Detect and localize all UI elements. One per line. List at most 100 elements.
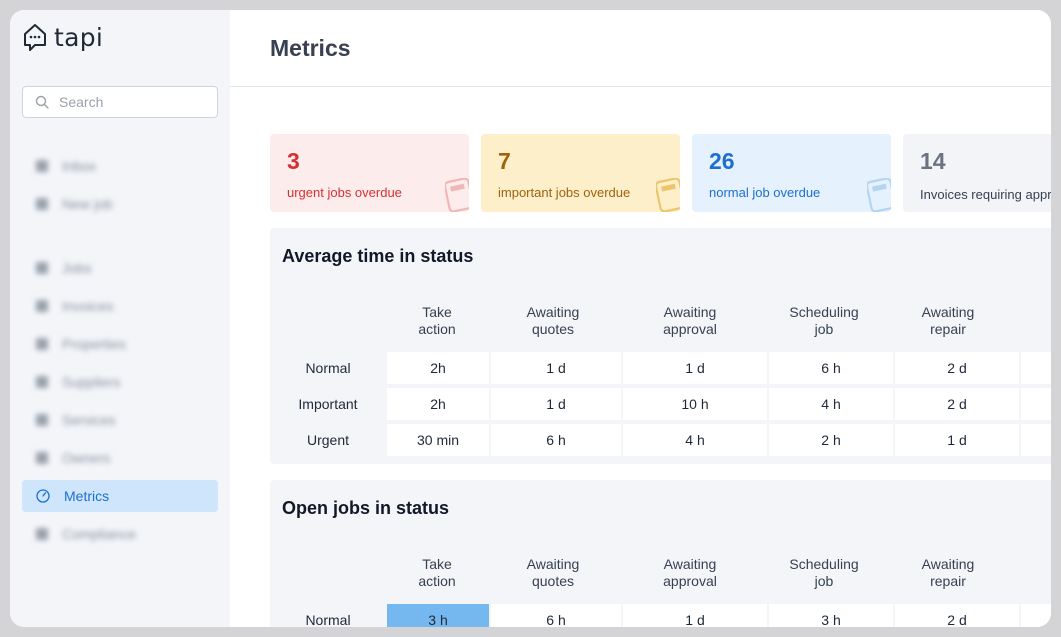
sidebar-item-label: Services	[62, 412, 116, 428]
sidebar-item-label: New job	[62, 196, 113, 212]
table-cell	[1021, 352, 1051, 384]
column-header: C	[1010, 300, 1051, 350]
column-header: Take action	[418, 304, 456, 337]
table-row: Normal 3 h 6 h 1 d 3 h 2 d	[270, 602, 1051, 627]
table-cell-highlighted: 3 h	[387, 604, 489, 627]
table-cell: 1 d	[491, 352, 621, 384]
card-urgent-overdue[interactable]: 3 urgent jobs overdue	[270, 134, 469, 212]
table-cell: 2h	[387, 388, 489, 420]
table-row: Important 2h 1 d 10 h 4 h 2 d	[270, 386, 1051, 422]
search-input[interactable]	[59, 94, 209, 110]
logo-house-icon	[24, 24, 46, 51]
row-label: Normal	[305, 359, 351, 376]
card-label: important jobs overdue	[498, 185, 631, 200]
calculator-icon	[867, 178, 891, 212]
sidebar-item-compliance[interactable]: Compliance	[22, 518, 218, 550]
building-icon	[36, 338, 48, 350]
column-header-blank	[270, 300, 386, 350]
search-box[interactable]	[22, 86, 218, 118]
summary-cards: 3 urgent jobs overdue 7 important jobs o…	[270, 134, 1051, 212]
table-header: Take action Awaiting quotes Awaiting app…	[270, 552, 1051, 602]
sidebar-item-services[interactable]: Services	[22, 404, 218, 436]
card-label: normal job overdue	[709, 185, 821, 200]
row-label: Important	[298, 395, 358, 412]
sidebar-item-metrics[interactable]: Metrics	[22, 480, 218, 512]
row-label: Urgent	[306, 431, 350, 448]
person-icon	[36, 376, 48, 388]
table-cell: 1 d	[623, 352, 767, 384]
table-row: Normal 2h 1 d 1 d 6 h 2 d	[270, 350, 1051, 386]
table-cell: 4 h	[623, 424, 767, 456]
table-cell: 2 d	[895, 388, 1019, 420]
table-cell	[1021, 388, 1051, 420]
sidebar-item-invoices[interactable]: Invoices	[22, 290, 218, 322]
plus-icon	[36, 198, 48, 210]
sidebar-item-label: Owners	[62, 450, 111, 466]
card-count: 7	[498, 148, 511, 174]
sidebar-item-new-job[interactable]: New job	[22, 188, 218, 220]
column-header: Awaiting quotes	[526, 304, 580, 337]
table-cell: 1 d	[623, 604, 767, 627]
table-cell: 4 h	[769, 388, 893, 420]
inbox-icon	[36, 160, 48, 172]
panel-title: Average time in status	[282, 246, 474, 266]
column-header: Awaiting approval	[663, 556, 717, 589]
column-header: C	[1010, 552, 1051, 602]
column-header: Scheduling job	[789, 556, 859, 589]
open-jobs-table: Take action Awaiting quotes Awaiting app…	[270, 552, 1051, 627]
table-cell: 6 h	[769, 352, 893, 384]
table-cell: 10 h	[623, 388, 767, 420]
card-important-overdue[interactable]: 7 important jobs overdue	[481, 134, 680, 212]
column-header-blank	[270, 552, 386, 602]
column-header: Scheduling job	[789, 304, 859, 337]
card-count: 3	[287, 148, 300, 174]
logo[interactable]: tapi	[22, 22, 103, 52]
sidebar-item-label: Metrics	[64, 488, 110, 504]
gauge-icon	[36, 489, 50, 503]
table-cell: 30 min	[387, 424, 489, 456]
services-icon	[36, 414, 48, 426]
column-header: Awaiting repair	[921, 304, 975, 337]
table-cell: 2h	[387, 352, 489, 384]
card-invoices-approval[interactable]: 14 Invoices requiring approval	[903, 134, 1051, 212]
panel-title: Open jobs in status	[282, 498, 450, 518]
sidebar-item-inbox[interactable]: Inbox	[22, 150, 218, 182]
sidebar-item-label: Jobs	[62, 260, 92, 276]
table-cell: 6 h	[491, 424, 621, 456]
table-cell: 1 d	[491, 388, 621, 420]
sidebar-item-label: Suppliers	[62, 374, 121, 390]
card-label: Invoices requiring approval	[920, 187, 1051, 202]
sidebar-item-jobs[interactable]: Jobs	[22, 252, 218, 284]
table-cell	[1021, 424, 1051, 456]
calculator-icon	[656, 178, 680, 212]
page-title: Metrics	[270, 35, 351, 61]
calculator-icon	[445, 178, 469, 212]
sidebar-item-label: Invoices	[62, 298, 114, 314]
open-jobs-panel: Open jobs in status Take action Awaiting…	[270, 480, 1051, 627]
sidebar-item-suppliers[interactable]: Suppliers	[22, 366, 218, 398]
card-count: 14	[920, 148, 946, 174]
table-cell	[1021, 604, 1051, 627]
table-cell: 1 d	[895, 424, 1019, 456]
owner-icon	[36, 452, 48, 464]
sidebar-item-owners[interactable]: Owners	[22, 442, 218, 474]
avg-time-panel: Average time in status Take action Await…	[270, 228, 1051, 464]
logo-text: tapi	[54, 22, 104, 52]
nav-primary: Inbox New job	[22, 150, 218, 226]
app-window: tapi Inbox New job Jobs	[10, 10, 1051, 627]
invoice-icon	[36, 300, 48, 312]
nav-secondary: Jobs Invoices Properties Suppliers Servi…	[22, 252, 218, 556]
column-header: Awaiting approval	[663, 304, 717, 337]
table-cell: 2 d	[895, 604, 1019, 627]
column-header: Awaiting repair	[921, 556, 975, 589]
sidebar-item-properties[interactable]: Properties	[22, 328, 218, 360]
table-cell: 3 h	[769, 604, 893, 627]
sidebar-item-label: Inbox	[62, 158, 97, 174]
table-header: Take action Awaiting quotes Awaiting app…	[270, 300, 1051, 350]
row-label: Normal	[305, 611, 351, 628]
compliance-icon	[36, 528, 48, 540]
search-icon	[35, 95, 49, 109]
card-normal-overdue[interactable]: 26 normal job overdue	[692, 134, 891, 212]
table-row: Urgent 30 min 6 h 4 h 2 h 1 d	[270, 422, 1051, 458]
sidebar: tapi Inbox New job Jobs	[10, 10, 230, 627]
